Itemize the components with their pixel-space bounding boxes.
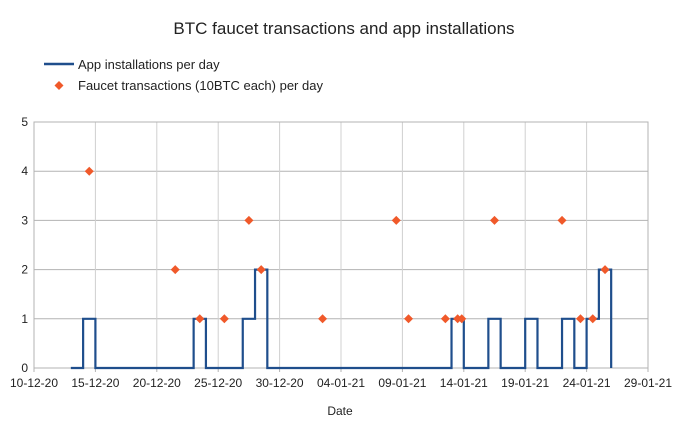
- faucet-point: [391, 215, 401, 225]
- x-tick-label: 15-12-20: [71, 376, 119, 390]
- legend: App installations per day Faucet transac…: [44, 57, 323, 93]
- faucet-point: [557, 215, 567, 225]
- x-tick-label: 25-12-20: [194, 376, 242, 390]
- y-tick-label: 3: [21, 213, 28, 227]
- faucet-point: [170, 265, 180, 275]
- y-axis: 0 1 2 3 4 5: [21, 115, 28, 375]
- legend-label-faucet: Faucet transactions (10BTC each) per day: [78, 78, 323, 93]
- y-tick-label: 4: [21, 164, 28, 178]
- legend-label-installations: App installations per day: [78, 57, 220, 72]
- installations-step-line: [70, 268, 613, 370]
- faucet-point: [457, 314, 467, 324]
- x-tick-label: 30-12-20: [256, 376, 304, 390]
- x-tick-label: 24-01-21: [563, 376, 611, 390]
- faucet-point: [256, 265, 266, 275]
- faucet-point: [318, 314, 328, 324]
- legend-swatch-faucet: [54, 81, 64, 90]
- x-axis-label: Date: [327, 404, 353, 418]
- faucet-point: [195, 314, 205, 324]
- x-tick-label: 10-12-20: [10, 376, 58, 390]
- x-tick-label: 09-01-21: [378, 376, 426, 390]
- x-tick-label: 04-01-21: [317, 376, 365, 390]
- faucet-point: [84, 166, 94, 176]
- grid: [33, 121, 649, 369]
- y-tick-label: 0: [21, 361, 28, 375]
- faucet-point: [440, 314, 450, 324]
- series: [70, 166, 613, 370]
- x-tick-label: 19-01-21: [501, 376, 549, 390]
- faucet-point: [490, 215, 499, 225]
- x-tick-label: 14-01-21: [440, 376, 488, 390]
- faucet-point: [244, 215, 254, 225]
- x-tick-label: 29-01-21: [624, 376, 672, 390]
- faucet-point: [600, 265, 610, 275]
- faucet-point: [588, 314, 598, 324]
- x-tick-label: 20-12-20: [133, 376, 181, 390]
- x-axis: 10-12-20 15-12-20 20-12-20 25-12-20 30-12-20…: [10, 368, 672, 390]
- chart-title: BTC faucet transactions and app installa…: [173, 19, 514, 38]
- y-tick-label: 1: [21, 312, 28, 326]
- y-tick-label: 5: [21, 115, 28, 129]
- faucet-point: [219, 314, 229, 324]
- y-tick-label: 2: [21, 263, 28, 277]
- faucet-point: [575, 314, 585, 324]
- faucet-point: [404, 314, 414, 324]
